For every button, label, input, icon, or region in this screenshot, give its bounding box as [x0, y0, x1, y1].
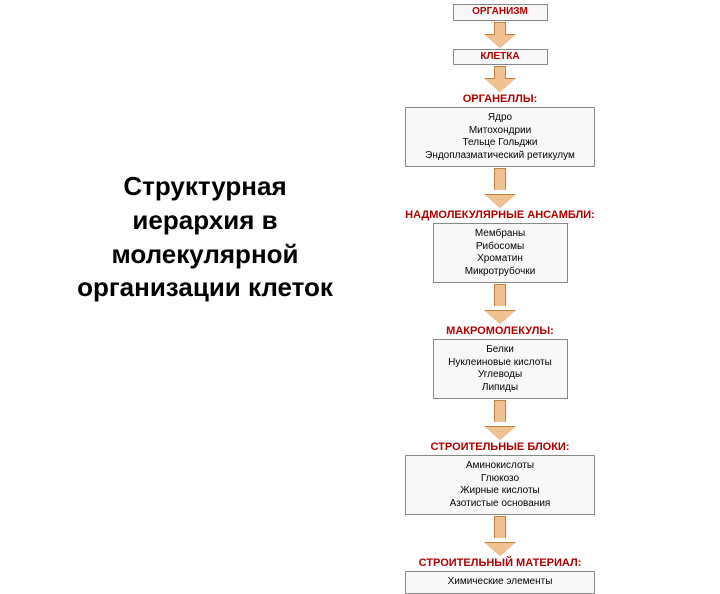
- level-item: Химические элементы: [412, 576, 588, 589]
- level-item: Нуклеиновые кислоты: [440, 357, 561, 370]
- level-box: Химические элементы: [405, 571, 595, 594]
- level-item: Митохондрии: [412, 125, 588, 138]
- level-item: Рибосомы: [440, 241, 561, 254]
- level-item: Углеводы: [440, 369, 561, 382]
- level-item: Мембраны: [440, 228, 561, 241]
- level-box: АминокислотыГлюкозоЖирные кислотыАзотист…: [405, 455, 595, 515]
- down-arrow: [485, 400, 515, 440]
- level-item: Аминокислоты: [412, 460, 588, 473]
- down-arrow: [485, 22, 515, 48]
- level-box: КЛЕТКА: [453, 49, 548, 66]
- level-header: СТРОИТЕЛЬНЫЕ БЛОКИ:: [430, 441, 569, 453]
- hierarchy-flow: ОРГАНИЗМ КЛЕТКА ОРГАНЕЛЛЫ: ЯдроМитохондрииТ…: [370, 4, 630, 594]
- level-item: Липиды: [440, 382, 561, 395]
- level-box: ЯдроМитохондрииТельце ГольджиЭндоплазмат…: [405, 107, 595, 167]
- down-arrow: [485, 516, 515, 556]
- level-header: СТРОИТЕЛЬНЫЙ МАТЕРИАЛ:: [419, 557, 582, 569]
- level-item: Хроматин: [440, 253, 561, 266]
- level-header: ОРГАНЕЛЛЫ:: [463, 93, 538, 105]
- level-item: Ядро: [412, 112, 588, 125]
- level-header: МАКРОМОЛЕКУЛЫ:: [446, 325, 554, 337]
- level-header: КЛЕТКА: [480, 51, 519, 62]
- down-arrow: [485, 284, 515, 324]
- level-item: Эндоплазматический ретикулум: [412, 150, 588, 163]
- level-box: БелкиНуклеиновые кислотыУглеводыЛипиды: [433, 339, 568, 399]
- level-item: Белки: [440, 344, 561, 357]
- diagram-title: Структурная иерархия в молекулярной орга…: [60, 170, 350, 305]
- level-box: МембраныРибосомыХроматинМикротрубочки: [433, 223, 568, 283]
- down-arrow: [485, 66, 515, 92]
- level-header: ОРГАНИЗМ: [472, 6, 528, 17]
- level-box: ОРГАНИЗМ: [453, 4, 548, 21]
- level-item: Микротрубочки: [440, 266, 561, 279]
- level-item: Азотистые основания: [412, 498, 588, 511]
- level-item: Глюкозо: [412, 473, 588, 486]
- level-header: НАДМОЛЕКУЛЯРНЫЕ АНСАМБЛИ:: [405, 209, 595, 221]
- level-item: Жирные кислоты: [412, 485, 588, 498]
- level-item: Тельце Гольджи: [412, 137, 588, 150]
- down-arrow: [485, 168, 515, 208]
